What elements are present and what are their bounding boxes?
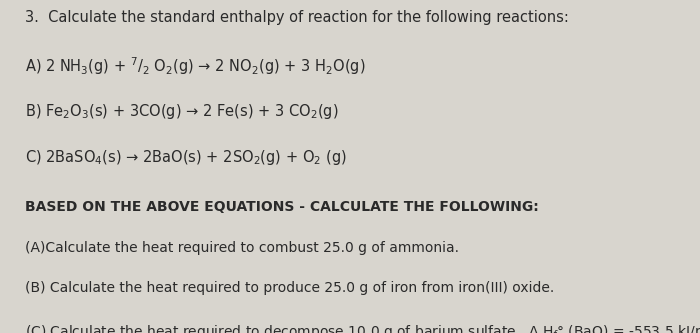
Text: (A)Calculate the heat required to combust 25.0 g of ammonia.: (A)Calculate the heat required to combus… (25, 241, 458, 255)
Text: BASED ON THE ABOVE EQUATIONS - CALCULATE THE FOLLOWING:: BASED ON THE ABOVE EQUATIONS - CALCULATE… (25, 200, 538, 214)
Text: (C) Calculate the heat required to decompose 10.0 g of barium sulfate.  Δ H$_f$°: (C) Calculate the heat required to decom… (25, 323, 700, 333)
Text: 3.  Calculate the standard enthalpy of reaction for the following reactions:: 3. Calculate the standard enthalpy of re… (25, 10, 568, 25)
Text: C) 2BaSO$_4$(s) → 2BaO(s) + 2SO$_2$(g) + O$_2$ (g): C) 2BaSO$_4$(s) → 2BaO(s) + 2SO$_2$(g) +… (25, 148, 346, 167)
Text: B) Fe$_2$O$_3$(s) + 3CO(g) → 2 Fe(s) + 3 CO$_2$(g): B) Fe$_2$O$_3$(s) + 3CO(g) → 2 Fe(s) + 3… (25, 102, 338, 121)
Text: (B) Calculate the heat required to produce 25.0 g of iron from iron(III) oxide.: (B) Calculate the heat required to produ… (25, 281, 554, 295)
Text: A) 2 NH$_3$(g) + $^7/_2$ O$_2$(g) → 2 NO$_2$(g) + 3 H$_2$O(g): A) 2 NH$_3$(g) + $^7/_2$ O$_2$(g) → 2 NO… (25, 55, 365, 77)
